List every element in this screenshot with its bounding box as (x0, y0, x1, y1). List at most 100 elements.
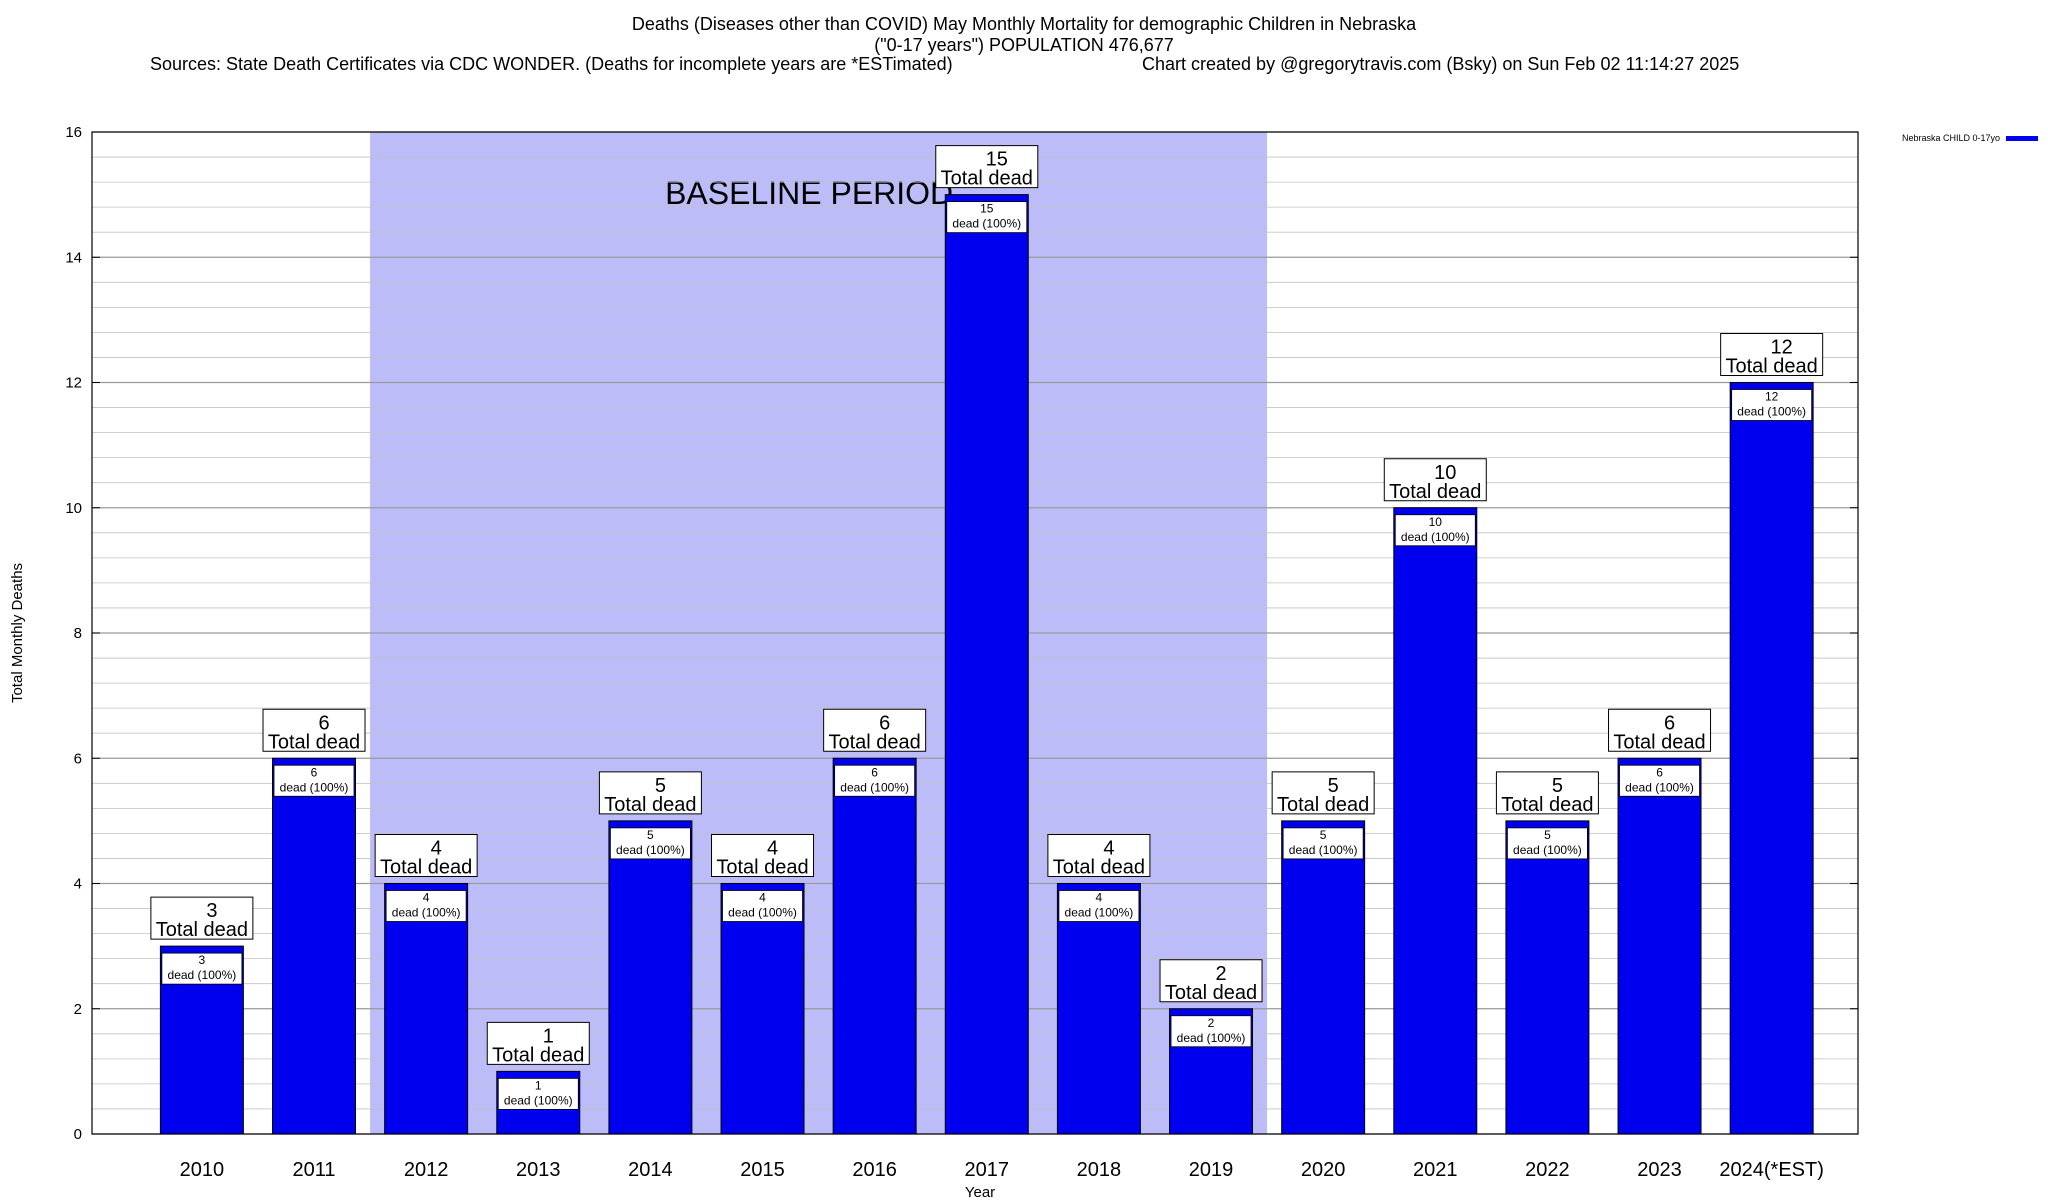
axis-layer: 2010 2011 2012 2013 2014 2015 2016 2017 2018 2019… (9, 124, 1859, 1200)
y-tick-label: 10 (65, 500, 82, 517)
total-label-text: Total dead (828, 731, 920, 753)
bar-inner-label-box (1619, 764, 1700, 797)
bar-inner-value: 6 (311, 765, 318, 779)
total-label-text: Total dead (1613, 731, 1705, 753)
total-label-box (1495, 771, 1599, 815)
x-tick-label-2022: 2022 (1525, 1159, 1570, 1181)
total-label-value: 1 (543, 1025, 554, 1047)
x-tick-label-2018: 2018 (1077, 1159, 1122, 1181)
total-label-box (1608, 708, 1712, 752)
bar-inner-pct: dead (100%) (504, 1093, 573, 1107)
x-tick-label-2014: 2014 (628, 1159, 673, 1181)
y-tick-label: 2 (74, 1001, 82, 1018)
bar-inner-value: 5 (1320, 828, 1327, 842)
total-label-text: Total dead (268, 731, 360, 753)
total-label-value: 5 (1552, 775, 1563, 797)
bar-inner-label-box (1170, 1015, 1252, 1048)
bar-2016 (832, 757, 917, 1135)
bar-inner-label-box (497, 1077, 579, 1110)
bar-inner-pct: dead (100%) (728, 906, 797, 920)
bar-inner-label-box (722, 890, 803, 922)
bar-inner-value: 6 (1656, 765, 1663, 779)
total-label-box (262, 708, 366, 752)
x-tick-label-2012: 2012 (404, 1159, 449, 1181)
total-label-text: Total dead (1501, 794, 1593, 816)
total-label-value: 6 (1664, 712, 1675, 734)
bar-inner-pct: dead (100%) (1401, 530, 1470, 544)
x-axis-title: Year (965, 1184, 995, 1200)
total-label-value: 12 (1771, 337, 1793, 359)
x-tick-label-2021: 2021 (1413, 1159, 1458, 1181)
total-label-value: 6 (879, 712, 890, 734)
chart-subtitle: ("0-17 years") POPULATION 476,677 (874, 35, 1174, 55)
bar-2024(*EST) (1729, 382, 1814, 1135)
bar-inner-pct: dead (100%) (1065, 906, 1134, 920)
bar-2014 (608, 820, 693, 1135)
bar-inner-label-box (385, 890, 467, 922)
bar-inner-pct: dead (100%) (616, 843, 685, 857)
bar-inner-label-box (1507, 827, 1588, 860)
y-tick-label: 6 (74, 750, 82, 767)
total-label-value: 4 (767, 838, 778, 860)
x-tick-label-2019: 2019 (1189, 1159, 1234, 1181)
x-tick-label-2016: 2016 (852, 1159, 897, 1181)
bar-inner-value: 15 (980, 202, 994, 216)
total-label-text: Total dead (1726, 356, 1818, 378)
total-label-box (935, 145, 1039, 189)
bar-inner-value: 5 (647, 828, 654, 842)
total-label-value: 5 (1328, 775, 1339, 797)
bar-inner-label-box (609, 827, 691, 860)
bar-inner-pct: dead (100%) (280, 780, 349, 794)
bar-inner-value: 4 (759, 891, 766, 905)
total-label-value: 2 (1215, 963, 1226, 985)
bar-inner-pct: dead (100%) (392, 906, 461, 920)
bar-inner-pct: dead (100%) (1625, 780, 1694, 794)
total-label-value: 4 (1103, 838, 1114, 860)
bar-inner-label-box (1731, 389, 1813, 421)
bar-2020 (1281, 820, 1366, 1135)
total-label-value: 4 (431, 838, 442, 860)
bar-inner-value: 3 (199, 953, 206, 967)
total-label-value: 5 (655, 775, 666, 797)
y-tick-label: 0 (74, 1126, 82, 1143)
bar-inner-label-box (1282, 827, 1364, 860)
y-tick-label: 4 (74, 876, 82, 893)
total-label-box (1720, 333, 1824, 376)
total-label-box (1159, 959, 1263, 1003)
bar-2023 (1617, 757, 1702, 1135)
total-label-text: Total dead (716, 857, 808, 879)
total-label-box (1271, 771, 1375, 815)
bar-inner-value: 1 (535, 1078, 542, 1092)
total-label-box (823, 708, 927, 752)
bar-2012 (384, 883, 469, 1135)
bar-inner-pct: dead (100%) (1177, 1031, 1246, 1045)
baseline-region-label: BASELINE PERIOD (665, 175, 953, 211)
bar-2018 (1056, 883, 1141, 1135)
total-label-text: Total dead (380, 857, 472, 879)
total-label-text: Total dead (1053, 857, 1145, 879)
bar-inner-pct: dead (100%) (952, 217, 1021, 231)
x-tick-label-2020: 2020 (1301, 1159, 1346, 1181)
bar-inner-pct: dead (100%) (840, 780, 909, 794)
total-label-box (374, 834, 478, 877)
x-tick-label-2017: 2017 (965, 1159, 1010, 1181)
bar-2015 (720, 883, 805, 1135)
total-label-box (150, 896, 254, 940)
total-label-value: 10 (1434, 462, 1456, 484)
total-label-text: Total dead (1277, 794, 1369, 816)
bar-inner-label-box (273, 764, 355, 797)
bar-inner-value: 10 (1429, 515, 1443, 529)
y-tick-label: 14 (65, 249, 82, 266)
total-label-text: Total dead (1389, 481, 1481, 503)
y-tick-label: 12 (65, 375, 82, 392)
total-label-value: 6 (318, 712, 329, 734)
total-label-box (598, 771, 702, 815)
total-label-text: Total dead (941, 168, 1033, 190)
total-label-text: Total dead (156, 919, 248, 941)
total-label-value: 15 (986, 149, 1008, 171)
bar-inner-value: 12 (1765, 390, 1779, 404)
bar-inner-label-box (1394, 514, 1476, 547)
bar-inner-label-box (1058, 890, 1140, 922)
total-label-text: Total dead (1165, 982, 1257, 1004)
